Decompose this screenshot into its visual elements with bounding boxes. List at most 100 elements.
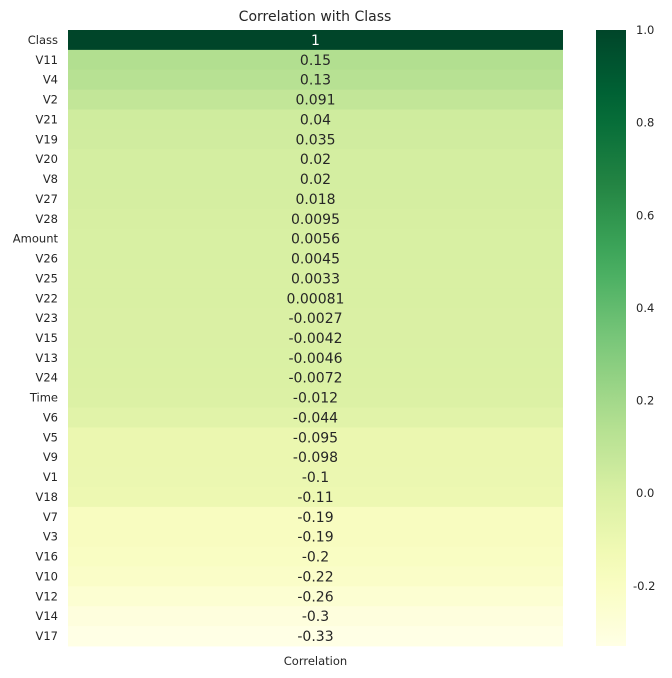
heatmap-cell — [68, 606, 563, 627]
heatmap-cell — [68, 268, 563, 289]
heatmap-cell — [68, 169, 563, 190]
heatmap-cell — [68, 228, 563, 249]
cell-value-label: -0.044 — [293, 410, 338, 426]
row-label: V13 — [35, 351, 58, 365]
colorbar-tick-label: 0.4 — [636, 301, 654, 315]
cell-value-label: -0.3 — [302, 609, 329, 625]
row-label: V8 — [43, 172, 58, 186]
heatmap-cell — [68, 626, 563, 647]
cell-value-label: 0.0095 — [291, 212, 340, 228]
heatmap-cell — [68, 188, 563, 210]
row-label: V9 — [43, 450, 58, 464]
row-label: V3 — [43, 530, 58, 544]
cell-value-label: -0.1 — [302, 470, 329, 486]
cell-value-label: 0.02 — [300, 152, 331, 168]
cell-value-label: 0.00081 — [287, 291, 345, 307]
heatmap-cell — [68, 407, 563, 428]
row-label: Time — [29, 391, 58, 405]
cell-value-label: -0.26 — [297, 589, 333, 605]
row-label: V27 — [35, 192, 58, 206]
colorbar — [596, 30, 626, 646]
row-label: V21 — [35, 112, 58, 126]
heatmap-cell — [68, 427, 563, 448]
cell-value-label: -0.22 — [297, 569, 333, 585]
cell-value-label: 0.13 — [300, 73, 331, 89]
row-label: V25 — [35, 271, 58, 285]
row-label: V24 — [35, 371, 58, 385]
heatmap-cell — [68, 288, 563, 309]
cell-value-label: -0.19 — [297, 530, 333, 546]
cell-value-label: -0.098 — [293, 450, 338, 466]
heatmap-cell — [68, 109, 563, 130]
cell-value-label: 0.018 — [295, 192, 335, 208]
cell-value-label: 0.0056 — [291, 232, 340, 248]
row-label: V14 — [35, 609, 58, 623]
heatmap-cell — [68, 149, 563, 170]
heatmap-cell — [68, 248, 563, 269]
row-labels: Class V11 V4 V2 V21 V19 V20 V8 V27 V28 Amount V26 V2… — [13, 33, 59, 643]
row-label: V20 — [35, 152, 58, 166]
heatmap-cell — [68, 447, 563, 468]
cell-value-label: 0.035 — [295, 132, 335, 148]
heatmap-cell — [68, 387, 563, 408]
cell-value-label: -0.012 — [293, 391, 338, 407]
heatmap-cell — [68, 367, 563, 389]
row-label: Class — [28, 33, 58, 47]
cell-value-label: 0.0033 — [291, 271, 340, 287]
heatmap-cell — [68, 586, 563, 607]
row-label: V28 — [35, 212, 58, 226]
row-label: V4 — [43, 73, 58, 87]
row-label: V5 — [43, 430, 58, 444]
heatmap-cell — [68, 347, 563, 369]
row-label: V26 — [35, 252, 58, 266]
cell-value-label: -0.0046 — [288, 351, 342, 367]
row-label: V1 — [43, 470, 58, 484]
heatmap-cell — [68, 49, 563, 71]
colorbar-tick-label: -0.2 — [633, 579, 655, 593]
cell-value-label: -0.0027 — [288, 311, 342, 327]
cell-value-label: 0.02 — [300, 172, 331, 188]
cell-value-label: -0.095 — [293, 430, 338, 446]
cell-value-label: -0.33 — [297, 629, 333, 645]
chart-title: Correlation with Class — [239, 9, 392, 25]
row-label: V2 — [43, 93, 58, 107]
cell-value-label: -0.19 — [297, 510, 333, 526]
row-label: V6 — [43, 410, 58, 424]
row-label: V17 — [35, 629, 58, 643]
colorbar-ticks: -0.2 0.0 0.2 0.4 0.6 0.8 1.0 — [633, 23, 655, 593]
heatmap-cells: 1 0.15 0.13 0.091 0.04 0.035 0.02 0.02 0.018 0.00… — [68, 30, 563, 647]
cell-value-label: 0.091 — [295, 93, 335, 109]
cell-value-label: -0.0072 — [288, 371, 342, 387]
cell-value-label: -0.2 — [302, 550, 329, 566]
heatmap-cell — [68, 208, 563, 230]
heatmap-cell — [68, 546, 563, 567]
row-label: V7 — [43, 510, 58, 524]
colorbar-tick-label: 0.6 — [636, 208, 654, 222]
cell-value-label: 0.15 — [300, 53, 331, 69]
heatmap-cell — [68, 467, 563, 488]
row-label: V11 — [35, 53, 58, 67]
heatmap-cell — [68, 487, 563, 508]
row-label: V15 — [35, 331, 58, 345]
colorbar-tick-label: 1.0 — [636, 23, 654, 37]
colorbar-tick-label: 0.8 — [636, 116, 654, 130]
heatmap-cell — [68, 89, 563, 110]
row-label: V18 — [35, 490, 58, 504]
row-label: V19 — [35, 132, 58, 146]
row-label: V22 — [35, 291, 58, 305]
cell-value-label: 0.0045 — [291, 252, 340, 268]
heatmap-cell — [68, 566, 563, 587]
row-label: V10 — [35, 569, 58, 583]
row-label: V12 — [35, 589, 58, 603]
cell-value-label: -0.11 — [297, 490, 333, 506]
heatmap-cell — [68, 69, 563, 91]
cell-value-label: 1 — [311, 33, 320, 49]
row-label: V23 — [35, 311, 58, 325]
colorbar-tick-label: 0.0 — [636, 486, 654, 500]
row-label: Amount — [13, 232, 59, 246]
heatmap-cell — [68, 129, 563, 150]
cell-value-label: -0.0042 — [288, 331, 342, 347]
colorbar-tick-label: 0.2 — [636, 394, 654, 408]
row-label: V16 — [35, 550, 58, 564]
